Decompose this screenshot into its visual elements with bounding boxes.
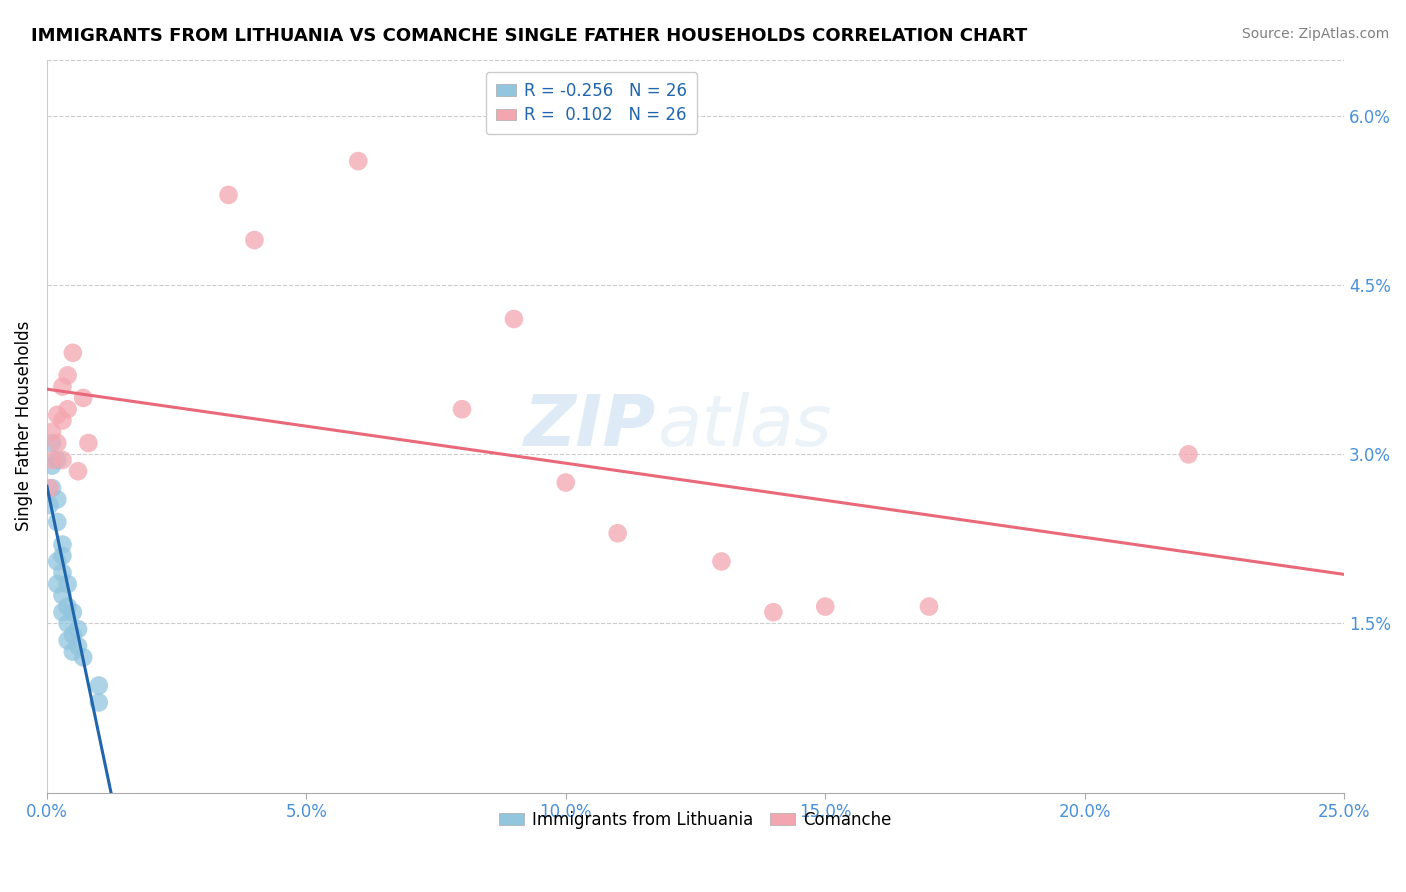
Point: [87, 679, 110, 693]
Text: atlas: atlas: [657, 392, 831, 460]
Point: [51, 549, 73, 563]
Point: [56, 368, 79, 383]
Point: [51, 588, 73, 602]
Point: [46, 577, 69, 591]
Point: [762, 605, 785, 619]
Point: [503, 312, 526, 326]
Point: [56, 599, 79, 614]
Point: [56, 402, 79, 417]
Point: [51, 537, 73, 551]
Point: [62, 346, 84, 360]
Point: [46, 436, 69, 450]
Point: [606, 526, 628, 541]
Point: [56, 633, 79, 648]
Point: [46, 515, 69, 529]
Point: [243, 233, 266, 247]
Point: [51, 413, 73, 427]
Point: [1177, 447, 1199, 461]
Point: [554, 475, 576, 490]
Point: [56, 616, 79, 631]
Point: [62, 628, 84, 642]
Point: [51, 605, 73, 619]
Point: [66, 464, 89, 478]
Point: [710, 554, 733, 568]
Point: [41, 436, 63, 450]
Point: [87, 695, 110, 709]
Point: [62, 605, 84, 619]
Point: [66, 622, 89, 636]
Text: IMMIGRANTS FROM LITHUANIA VS COMANCHE SINGLE FATHER HOUSEHOLDS CORRELATION CHART: IMMIGRANTS FROM LITHUANIA VS COMANCHE SI…: [31, 27, 1028, 45]
Text: ZIP: ZIP: [524, 392, 657, 460]
Point: [41, 453, 63, 467]
Point: [46, 554, 69, 568]
Point: [62, 645, 84, 659]
Point: [51, 379, 73, 393]
Point: [918, 599, 941, 614]
Point: [451, 402, 474, 417]
Point: [56, 577, 79, 591]
Point: [66, 639, 89, 653]
Point: [46, 408, 69, 422]
Point: [72, 650, 94, 665]
Y-axis label: Single Father Households: Single Father Households: [15, 321, 32, 532]
Point: [38, 481, 60, 495]
Point: [38, 498, 60, 512]
Point: [218, 188, 240, 202]
Point: [72, 391, 94, 405]
Point: [41, 458, 63, 473]
Point: [41, 481, 63, 495]
Point: [41, 425, 63, 439]
Point: [77, 436, 100, 450]
Point: [46, 453, 69, 467]
Legend: Immigrants from Lithuania, Comanche: Immigrants from Lithuania, Comanche: [492, 805, 898, 836]
Point: [347, 154, 370, 169]
Point: [46, 492, 69, 507]
Point: [51, 453, 73, 467]
Point: [51, 566, 73, 580]
Text: Source: ZipAtlas.com: Source: ZipAtlas.com: [1241, 27, 1389, 41]
Point: [814, 599, 837, 614]
